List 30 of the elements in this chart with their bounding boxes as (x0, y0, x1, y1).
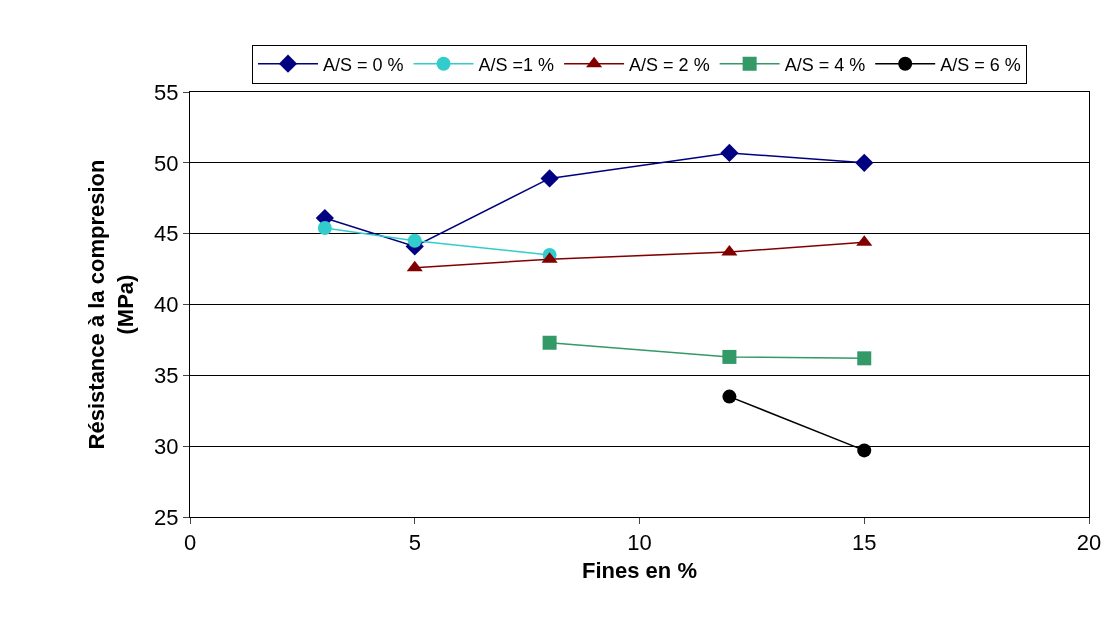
point (407, 233, 422, 248)
legend-label: A/S =1 % (478, 54, 555, 75)
legend-label: A/S = 2 % (629, 54, 710, 75)
x-tick-label: 0 (183, 530, 197, 556)
legend-label: A/S = 4 % (784, 54, 866, 75)
x-tick-label: 15 (852, 530, 877, 556)
y-tick-label: 45 (154, 221, 179, 247)
x-tick-label: 20 (1076, 530, 1102, 556)
point (540, 169, 559, 188)
point (542, 335, 557, 350)
point (857, 351, 872, 366)
legend-label: A/S = 0 % (323, 54, 404, 75)
y-tick-label: 55 (154, 79, 179, 105)
legend-label: A/S = 6 % (940, 54, 1021, 75)
x-tick-label: 5 (408, 530, 421, 556)
point (406, 260, 423, 272)
y-tick-label: 30 (154, 433, 179, 459)
point (855, 153, 874, 172)
x-tick-label: 10 (627, 530, 652, 556)
y-tick-label: 50 (154, 150, 179, 176)
point (857, 443, 872, 458)
point (722, 349, 737, 364)
x-axis-title: Fines en % (582, 558, 697, 584)
y-axis-title: Résistance à la compresion (MPa) (84, 159, 138, 450)
point (720, 143, 739, 163)
y-tick-label: 35 (154, 363, 179, 389)
point (722, 389, 737, 404)
point (317, 221, 332, 235)
y-tick-label: 25 (154, 504, 179, 530)
y-tick-label: 40 (154, 292, 179, 318)
